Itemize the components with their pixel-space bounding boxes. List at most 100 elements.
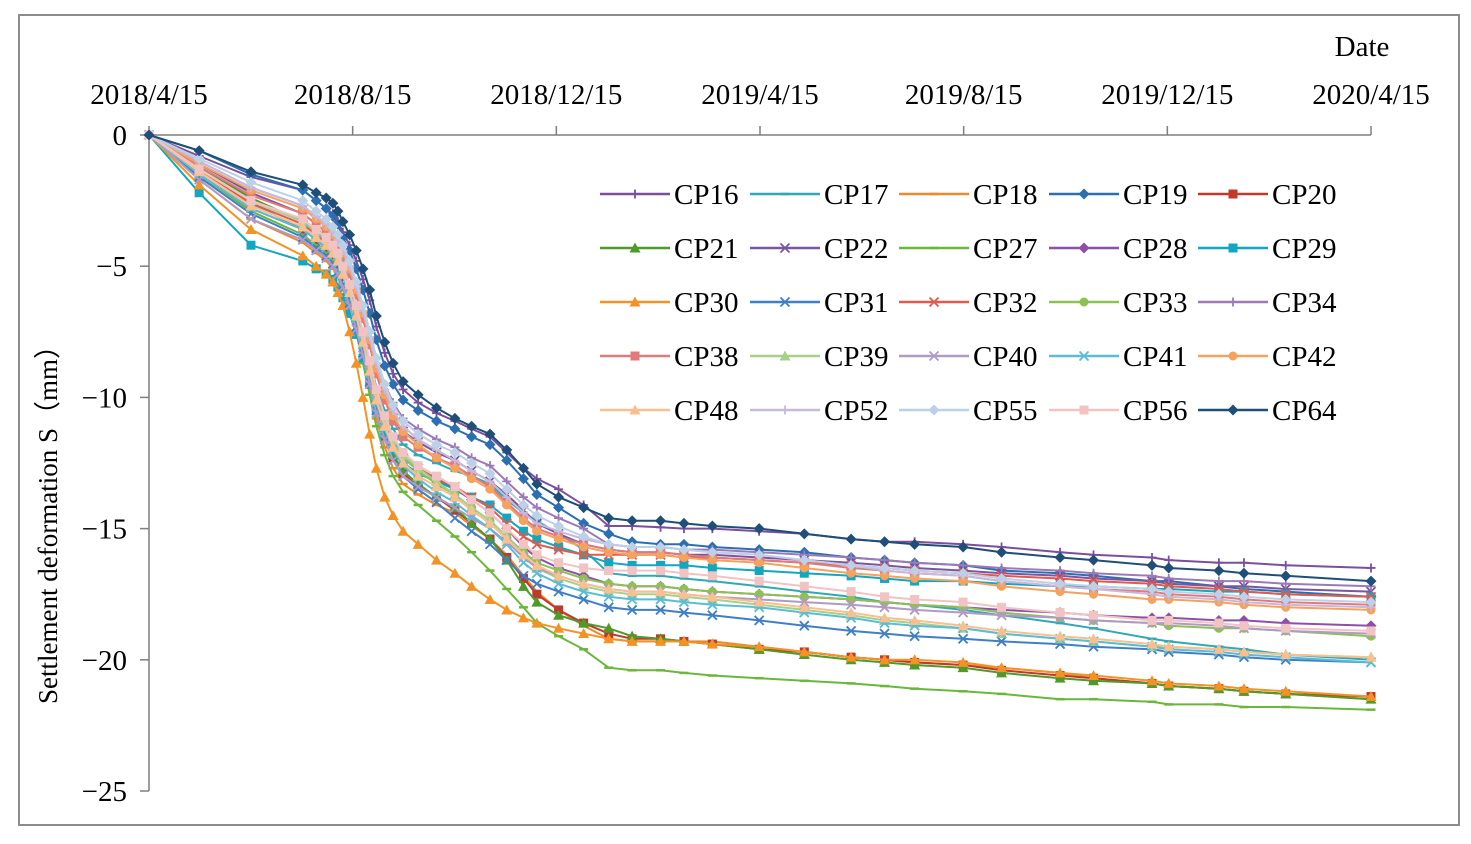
legend-label-cp52: CP52 bbox=[824, 395, 888, 427]
data-point-cp55 bbox=[553, 520, 565, 532]
data-point-cp38 bbox=[351, 290, 361, 300]
data-point-cp41 bbox=[678, 596, 690, 608]
data-point-cp64 bbox=[431, 402, 443, 414]
data-point-cp64 bbox=[357, 263, 369, 275]
legend-label-cp38: CP38 bbox=[674, 341, 738, 373]
data-point-cp48 bbox=[1213, 643, 1225, 654]
data-point-cp30 bbox=[484, 593, 496, 604]
data-point-cp31 bbox=[297, 232, 308, 243]
data-point-cp29 bbox=[380, 429, 390, 439]
data-point-cp64 bbox=[553, 491, 565, 503]
data-point-cp38 bbox=[398, 432, 408, 442]
data-point-cp64 bbox=[143, 129, 155, 141]
data-point-cp42 bbox=[1089, 589, 1099, 599]
data-point-cp64 bbox=[1054, 551, 1066, 563]
data-point-cp48 bbox=[879, 612, 891, 623]
y-axis-title: Settlement deformation S（mm） bbox=[33, 332, 63, 704]
data-point-cp56 bbox=[311, 224, 321, 234]
data-point-cp19 bbox=[578, 517, 590, 529]
data-point-cp31 bbox=[553, 586, 564, 597]
data-point-cp38 bbox=[371, 369, 381, 379]
data-point-cp32 bbox=[553, 544, 564, 555]
data-point-cp56 bbox=[1214, 618, 1224, 628]
data-point-cp48 bbox=[379, 420, 391, 431]
y-tick-label: −15 bbox=[82, 514, 127, 546]
data-point-cp48 bbox=[370, 394, 382, 405]
data-point-cp21 bbox=[1054, 672, 1066, 683]
data-point-cp29 bbox=[351, 329, 361, 339]
data-point-cp48 bbox=[678, 588, 690, 599]
data-point-cp55 bbox=[798, 554, 810, 566]
data-point-cp42 bbox=[1147, 594, 1157, 604]
data-point-cp48 bbox=[1146, 638, 1158, 649]
data-point-cp55 bbox=[1213, 588, 1225, 600]
data-point-cp30 bbox=[245, 223, 257, 234]
data-point-cp30 bbox=[397, 525, 409, 536]
data-point-cp40 bbox=[397, 470, 409, 482]
data-point-cp16 bbox=[1366, 563, 1376, 573]
data-point-cp29 bbox=[345, 308, 355, 318]
data-point-cp56 bbox=[1366, 626, 1376, 636]
data-point-cp19 bbox=[531, 488, 543, 500]
data-point-cp55 bbox=[379, 378, 391, 390]
data-point-cp30 bbox=[1280, 685, 1292, 696]
data-point-cp19 bbox=[387, 378, 399, 390]
data-point-cp21 bbox=[517, 580, 529, 591]
data-point-cp48 bbox=[1238, 646, 1250, 657]
data-point-cp48 bbox=[412, 470, 424, 481]
data-point-cp48 bbox=[1163, 641, 1175, 652]
y-tick-label: −25 bbox=[82, 776, 127, 808]
data-point-cp48 bbox=[706, 591, 718, 602]
data-point-cp21 bbox=[578, 617, 590, 628]
data-point-cp42 bbox=[656, 550, 666, 560]
data-point-cp30 bbox=[957, 656, 969, 667]
data-point-cp56 bbox=[1281, 623, 1291, 633]
data-point-cp19 bbox=[449, 423, 461, 435]
data-point-cp19 bbox=[397, 394, 409, 406]
data-point-cp30 bbox=[909, 654, 921, 665]
data-point-cp64 bbox=[193, 145, 205, 157]
legend-label-cp30: CP30 bbox=[674, 287, 738, 319]
legend-label-cp16: CP16 bbox=[674, 179, 738, 211]
data-point-cp64 bbox=[531, 478, 543, 490]
data-point-cp38 bbox=[338, 253, 348, 263]
legend-marker-cp52 bbox=[780, 405, 790, 415]
data-point-cp56 bbox=[467, 495, 477, 505]
data-point-cp55 bbox=[578, 530, 590, 542]
data-point-cp29 bbox=[338, 293, 348, 303]
legend-marker-cp31 bbox=[779, 296, 791, 308]
data-point-cp31 bbox=[449, 512, 461, 524]
data-point-cp42 bbox=[880, 571, 890, 581]
data-point-cp30 bbox=[1238, 683, 1250, 694]
data-point-cp55 bbox=[501, 483, 513, 495]
data-point-cp42 bbox=[485, 484, 495, 494]
data-point-cp56 bbox=[1147, 615, 1157, 625]
data-point-cp40 bbox=[413, 481, 424, 492]
data-point-cp55 bbox=[387, 399, 399, 411]
data-point-cp48 bbox=[996, 625, 1008, 636]
data-point-cp64 bbox=[603, 512, 615, 524]
data-point-cp31 bbox=[957, 633, 969, 644]
data-point-cp56 bbox=[502, 524, 512, 534]
data-point-cp55 bbox=[431, 439, 443, 451]
data-point-cp34 bbox=[997, 563, 1007, 573]
data-point-cp38 bbox=[328, 235, 338, 245]
data-point-cp31 bbox=[311, 242, 322, 253]
data-point-cp64 bbox=[1213, 565, 1225, 577]
data-point-cp56 bbox=[754, 576, 764, 586]
x-axis-title: Date bbox=[1335, 31, 1390, 63]
data-point-cp55 bbox=[1146, 583, 1158, 595]
data-point-cp29 bbox=[604, 558, 614, 568]
data-point-cp41 bbox=[553, 578, 564, 589]
data-point-cp19 bbox=[501, 454, 513, 466]
data-point-cp40 bbox=[297, 234, 308, 246]
data-point-cp42 bbox=[413, 440, 423, 450]
data-point-cp64 bbox=[706, 520, 718, 532]
data-point-cp56 bbox=[518, 539, 528, 549]
data-point-cp38 bbox=[358, 314, 368, 324]
data-point-cp55 bbox=[327, 221, 339, 233]
data-point-cp19 bbox=[412, 405, 424, 417]
data-point-cp56 bbox=[246, 196, 256, 206]
data-point-cp16 bbox=[380, 348, 390, 358]
data-point-cp55 bbox=[484, 467, 496, 479]
